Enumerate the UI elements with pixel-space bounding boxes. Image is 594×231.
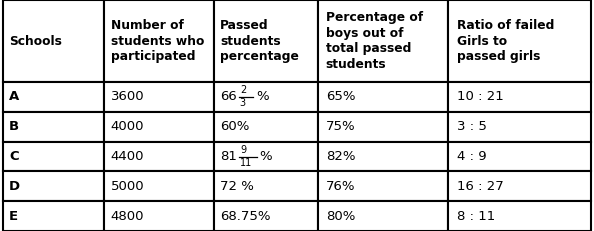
Bar: [214, 112, 318, 142]
Bar: [318, 201, 448, 231]
Bar: [104, 112, 214, 142]
Bar: [214, 82, 318, 112]
Text: 4800: 4800: [110, 210, 144, 223]
Text: 82%: 82%: [326, 150, 355, 163]
Bar: [448, 0, 591, 82]
Text: Ratio of failed
Girls to
passed girls: Ratio of failed Girls to passed girls: [457, 19, 554, 63]
Bar: [104, 142, 214, 171]
Bar: [448, 82, 591, 112]
Text: 10 : 21: 10 : 21: [457, 90, 504, 103]
Text: 75%: 75%: [326, 120, 355, 133]
Text: B: B: [9, 120, 19, 133]
Bar: [214, 201, 318, 231]
Text: A: A: [9, 90, 19, 103]
Bar: [3, 112, 104, 142]
Text: Passed
students
percentage: Passed students percentage: [220, 19, 299, 63]
Text: 5000: 5000: [110, 180, 144, 193]
Text: Schools: Schools: [9, 34, 62, 48]
Bar: [214, 171, 318, 201]
Bar: [3, 142, 104, 171]
Text: 66: 66: [220, 90, 237, 103]
Text: 4 : 9: 4 : 9: [457, 150, 486, 163]
Text: 3 : 5: 3 : 5: [457, 120, 487, 133]
Bar: [318, 0, 448, 82]
Bar: [104, 82, 214, 112]
Text: 3600: 3600: [110, 90, 144, 103]
Text: 60%: 60%: [220, 120, 249, 133]
Text: 9: 9: [240, 145, 246, 155]
Text: 72 %: 72 %: [220, 180, 254, 193]
Bar: [214, 142, 318, 171]
Text: 4400: 4400: [110, 150, 144, 163]
Text: E: E: [9, 210, 18, 223]
Bar: [3, 0, 104, 82]
Bar: [3, 82, 104, 112]
Bar: [318, 82, 448, 112]
Text: 2: 2: [240, 85, 246, 95]
Text: D: D: [9, 180, 20, 193]
Bar: [3, 171, 104, 201]
Bar: [448, 201, 591, 231]
Text: 80%: 80%: [326, 210, 355, 223]
Text: 76%: 76%: [326, 180, 355, 193]
Text: 16 : 27: 16 : 27: [457, 180, 504, 193]
Text: 4000: 4000: [110, 120, 144, 133]
Text: 8 : 11: 8 : 11: [457, 210, 495, 223]
Text: Number of
students who
participated: Number of students who participated: [110, 19, 204, 63]
Text: 3: 3: [240, 98, 246, 108]
Bar: [104, 171, 214, 201]
Bar: [104, 201, 214, 231]
Bar: [448, 171, 591, 201]
Bar: [448, 112, 591, 142]
Bar: [318, 112, 448, 142]
Text: 81: 81: [220, 150, 237, 163]
Bar: [214, 0, 318, 82]
Bar: [448, 142, 591, 171]
Bar: [318, 142, 448, 171]
Bar: [104, 0, 214, 82]
Text: %: %: [256, 90, 268, 103]
Text: 65%: 65%: [326, 90, 355, 103]
Bar: [318, 171, 448, 201]
Text: 68.75%: 68.75%: [220, 210, 271, 223]
Text: Percentage of
boys out of
total passed
students: Percentage of boys out of total passed s…: [326, 11, 423, 71]
Bar: [3, 201, 104, 231]
Text: 11: 11: [240, 158, 252, 168]
Text: %: %: [260, 150, 272, 163]
Text: C: C: [9, 150, 18, 163]
